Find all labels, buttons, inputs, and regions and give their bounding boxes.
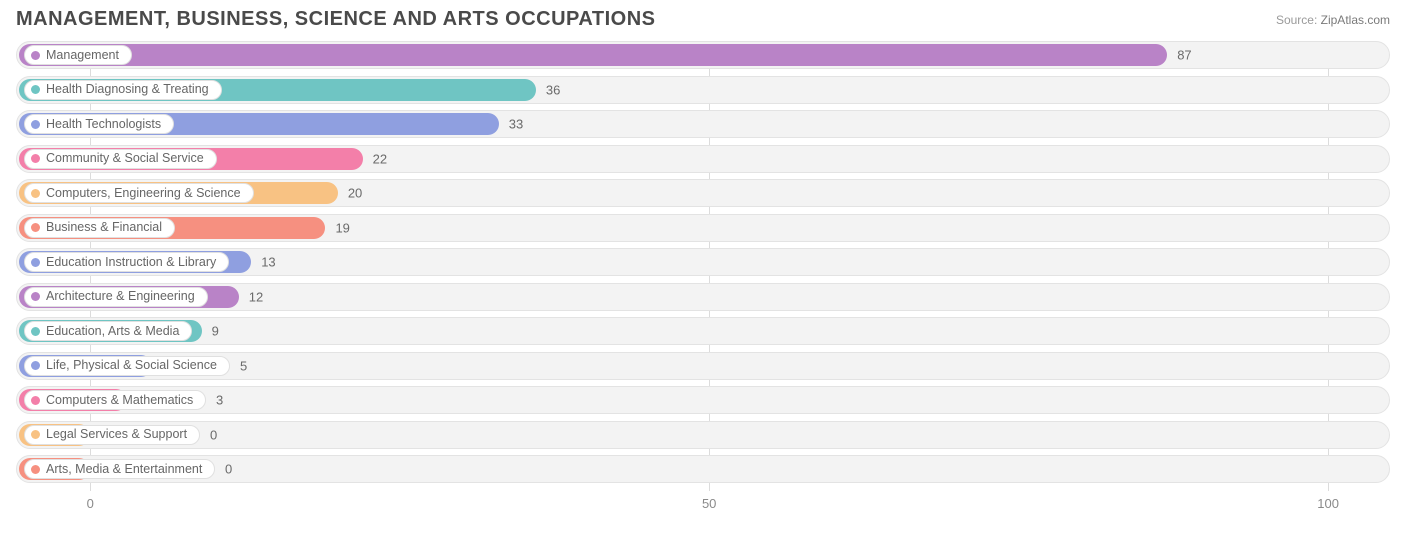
bar-value: 0 (210, 427, 217, 442)
chart-source: Source: ZipAtlas.com (1276, 13, 1390, 27)
series-dot-icon (31, 154, 40, 163)
bar-label: Health Diagnosing & Treating (46, 83, 209, 96)
bar-row: Legal Services & Support 0 (16, 421, 1390, 449)
bar-label: Business & Financial (46, 221, 162, 234)
series-dot-icon (31, 223, 40, 232)
bar-value: 3 (216, 393, 223, 408)
bar-row: Education, Arts & Media 9 (16, 317, 1390, 345)
bar-label-pill: Community & Social Service (24, 149, 217, 169)
bar-label: Computers & Mathematics (46, 394, 193, 407)
bar-label-pill: Architecture & Engineering (24, 287, 208, 307)
chart-header: MANAGEMENT, BUSINESS, SCIENCE AND ARTS O… (0, 0, 1406, 35)
bar-value: 19 (335, 220, 349, 235)
series-dot-icon (31, 361, 40, 370)
series-dot-icon (31, 327, 40, 336)
series-dot-icon (31, 85, 40, 94)
bar-value: 22 (373, 151, 387, 166)
bar-label: Computers, Engineering & Science (46, 187, 241, 200)
bar-value: 5 (240, 358, 247, 373)
bar-label: Education Instruction & Library (46, 256, 216, 269)
bar-label: Architecture & Engineering (46, 290, 195, 303)
x-axis: 0 50 100 (16, 490, 1390, 518)
chart-area: Management 87 Health Diagnosing & Treating… (0, 35, 1406, 519)
bar-row: Life, Physical & Social Science 5 (16, 352, 1390, 380)
bar-value: 33 (509, 117, 523, 132)
bar-value: 12 (249, 289, 263, 304)
bar-label: Life, Physical & Social Science (46, 359, 217, 372)
series-dot-icon (31, 51, 40, 60)
bar-label-pill: Life, Physical & Social Science (24, 356, 230, 376)
bar-label-pill: Computers & Mathematics (24, 390, 206, 410)
source-label: Source: (1276, 13, 1317, 27)
bar-label: Community & Social Service (46, 152, 204, 165)
bar-label: Health Technologists (46, 118, 161, 131)
bar-value: 0 (225, 462, 232, 477)
bar-label: Arts, Media & Entertainment (46, 463, 202, 476)
bar-row: Education Instruction & Library 13 (16, 248, 1390, 276)
chart-title: MANAGEMENT, BUSINESS, SCIENCE AND ARTS O… (16, 8, 655, 31)
bar-row: Health Technologists 33 (16, 110, 1390, 138)
bars-layer: Management 87 Health Diagnosing & Treating… (16, 41, 1390, 518)
bar-label-pill: Legal Services & Support (24, 425, 200, 445)
bar-row: Business & Financial 19 (16, 214, 1390, 242)
bar-label: Legal Services & Support (46, 428, 187, 441)
source-value: ZipAtlas.com (1321, 13, 1390, 27)
bar-track (16, 421, 1390, 449)
bar-label-pill: Education Instruction & Library (24, 252, 229, 272)
series-dot-icon (31, 396, 40, 405)
x-tick: 50 (702, 496, 716, 511)
series-dot-icon (31, 189, 40, 198)
bar-row: Management 87 (16, 41, 1390, 69)
bar-value: 36 (546, 82, 560, 97)
bar-row: Health Diagnosing & Treating 36 (16, 76, 1390, 104)
series-dot-icon (31, 258, 40, 267)
bar-value: 87 (1177, 48, 1191, 63)
bar-row: Community & Social Service 22 (16, 145, 1390, 173)
bar-track (16, 317, 1390, 345)
bar-fill (19, 44, 1167, 66)
bar-label-pill: Health Technologists (24, 114, 174, 134)
bar-value: 13 (261, 255, 275, 270)
bar-plot: Management 87 Health Diagnosing & Treating… (16, 41, 1390, 519)
bar-label-pill: Business & Financial (24, 218, 175, 238)
x-tick: 100 (1317, 496, 1339, 511)
bar-track (16, 455, 1390, 483)
series-dot-icon (31, 120, 40, 129)
bar-label: Education, Arts & Media (46, 325, 179, 338)
bar-row: Computers & Mathematics 3 (16, 386, 1390, 414)
series-dot-icon (31, 430, 40, 439)
series-dot-icon (31, 465, 40, 474)
bar-label: Management (46, 49, 119, 62)
x-tick: 0 (87, 496, 94, 511)
bar-label-pill: Computers, Engineering & Science (24, 183, 254, 203)
bar-row: Computers, Engineering & Science 20 (16, 179, 1390, 207)
bar-label-pill: Education, Arts & Media (24, 321, 192, 341)
series-dot-icon (31, 292, 40, 301)
bar-label-pill: Arts, Media & Entertainment (24, 459, 215, 479)
bar-row: Arts, Media & Entertainment 0 (16, 455, 1390, 483)
bar-label-pill: Health Diagnosing & Treating (24, 80, 222, 100)
bar-row: Architecture & Engineering 12 (16, 283, 1390, 311)
bar-value: 9 (212, 324, 219, 339)
bar-label-pill: Management (24, 45, 132, 65)
bar-value: 20 (348, 186, 362, 201)
